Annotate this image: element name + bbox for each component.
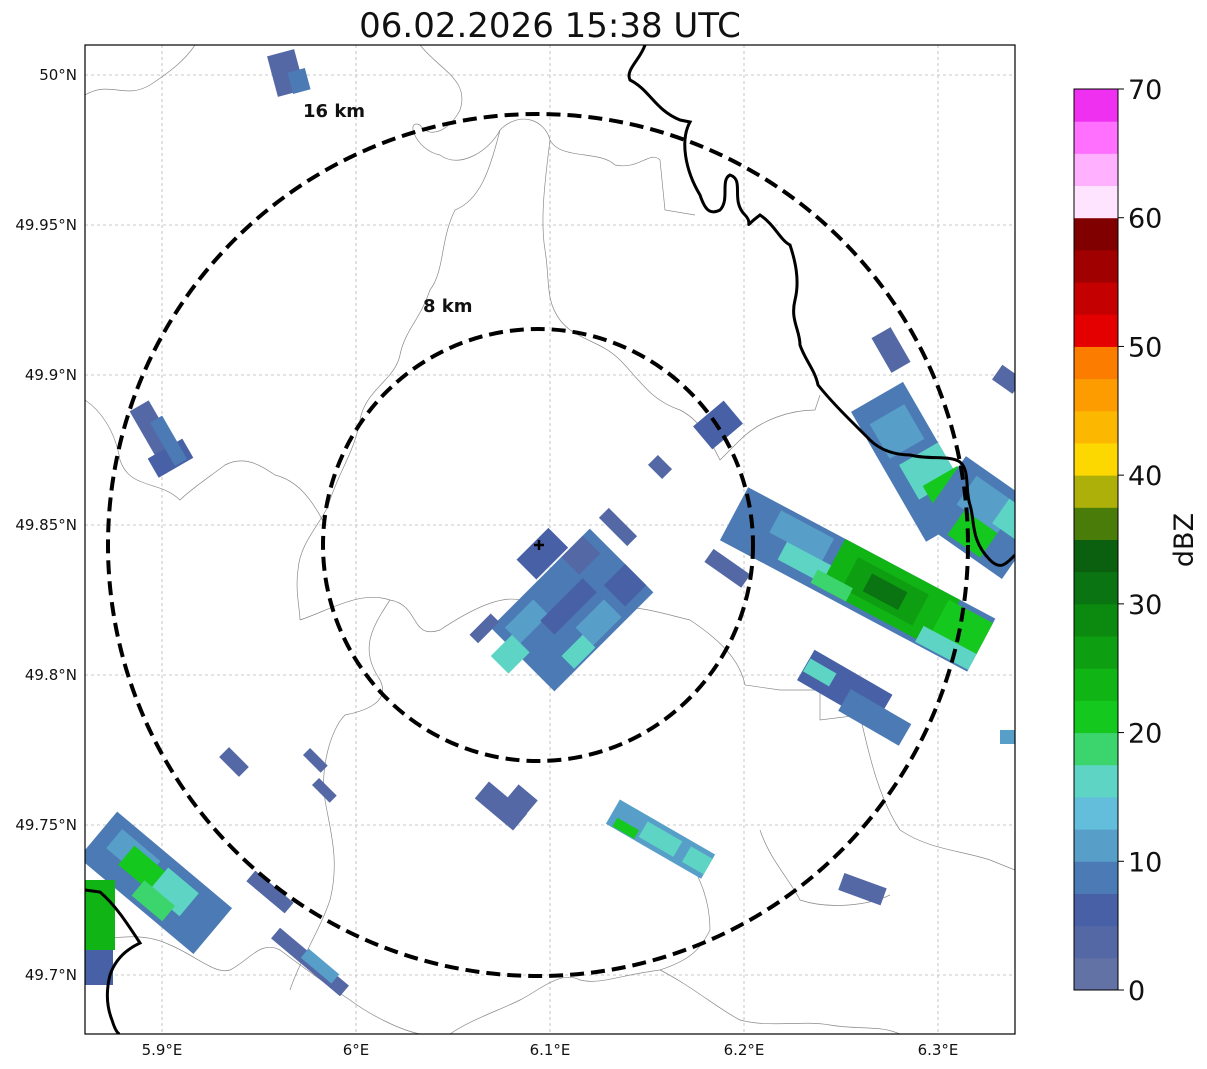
lat-tick: 49.95°N bbox=[15, 216, 77, 234]
colorbar-swatch bbox=[1074, 957, 1118, 991]
colorbar-swatch bbox=[1074, 668, 1118, 701]
colorbar-swatch bbox=[1074, 636, 1118, 669]
colorbar-swatch bbox=[1074, 442, 1118, 476]
colorbar-swatch bbox=[1074, 507, 1118, 540]
longitude-axis: 5.9°E 6°E 6.1°E 6.2°E 6.3°E bbox=[142, 1041, 959, 1059]
colorbar-swatches bbox=[1074, 89, 1118, 991]
colorbar-swatch bbox=[1074, 89, 1118, 122]
colorbar-swatch bbox=[1074, 539, 1118, 573]
colorbar-swatch bbox=[1074, 475, 1118, 508]
colorbar-swatch bbox=[1074, 153, 1118, 187]
admin-boundaries bbox=[85, 45, 1015, 1034]
colorbar-swatch bbox=[1074, 925, 1118, 959]
colorbar-swatch bbox=[1074, 861, 1118, 894]
colorbar: 0 10 20 30 40 50 60 70 dBZ bbox=[1073, 75, 1200, 1007]
radar-echoes bbox=[85, 49, 1015, 997]
colorbar-swatch bbox=[1074, 282, 1118, 315]
colorbar-tick-label: 0 bbox=[1128, 976, 1145, 1007]
latitude-axis: 50°N 49.95°N 49.9°N 49.85°N 49.8°N 49.75… bbox=[15, 66, 77, 984]
colorbar-frame bbox=[1073, 88, 1119, 991]
lat-tick: 49.75°N bbox=[15, 816, 77, 834]
colorbar-swatch bbox=[1074, 249, 1118, 283]
map-panel[interactable]: 16 km 8 km bbox=[79, 44, 1048, 1035]
colorbar-swatch bbox=[1074, 410, 1118, 444]
colorbar-tick-label: 10 bbox=[1128, 847, 1162, 878]
colorbar-tick-label: 50 bbox=[1128, 332, 1162, 363]
lat-tick: 49.85°N bbox=[15, 516, 77, 534]
range-ring-label-8km: 8 km bbox=[423, 296, 473, 317]
range-ring-16km bbox=[106, 112, 970, 978]
colorbar-tick-label: 70 bbox=[1128, 75, 1162, 106]
colorbar-tick-label: 20 bbox=[1128, 719, 1162, 750]
lon-tick: 6.1°E bbox=[530, 1041, 571, 1059]
colorbar-swatch bbox=[1074, 185, 1118, 219]
colorbar-tick-label: 30 bbox=[1128, 590, 1162, 621]
colorbar-tick-label: 40 bbox=[1128, 461, 1162, 492]
radar-site-marker bbox=[534, 540, 544, 550]
lon-tick: 6°E bbox=[343, 1041, 370, 1059]
lat-tick: 49.7°N bbox=[25, 966, 77, 984]
colorbar-swatch bbox=[1074, 893, 1118, 927]
lat-tick: 50°N bbox=[39, 66, 77, 84]
colorbar-label: dBZ bbox=[1169, 513, 1200, 567]
colorbar-swatch bbox=[1074, 217, 1118, 251]
range-rings bbox=[106, 112, 970, 978]
colorbar-swatch bbox=[1074, 796, 1118, 830]
colorbar-swatch bbox=[1074, 829, 1118, 862]
range-ring-8km bbox=[321, 327, 755, 763]
lon-tick: 5.9°E bbox=[142, 1041, 183, 1059]
lon-tick: 6.2°E bbox=[724, 1041, 765, 1059]
colorbar-swatch bbox=[1074, 603, 1118, 637]
figure-title: 06.02.2026 15:38 UTC bbox=[359, 6, 741, 46]
lon-tick: 6.3°E bbox=[918, 1041, 959, 1059]
colorbar-swatch bbox=[1074, 732, 1118, 766]
colorbar-swatch bbox=[1074, 346, 1118, 380]
colorbar-swatch bbox=[1074, 121, 1118, 154]
colorbar-tick-label: 60 bbox=[1128, 204, 1162, 235]
colorbar-swatch bbox=[1074, 764, 1118, 798]
lat-tick: 49.9°N bbox=[25, 366, 77, 384]
lat-tick: 49.8°N bbox=[25, 666, 77, 684]
colorbar-swatch bbox=[1074, 378, 1118, 412]
map-frame bbox=[84, 44, 1016, 1035]
colorbar-swatch bbox=[1074, 314, 1118, 347]
colorbar-swatch bbox=[1074, 571, 1118, 605]
colorbar-swatch bbox=[1074, 700, 1118, 734]
national-border bbox=[85, 45, 1015, 1034]
colorbar-ticks: 0 10 20 30 40 50 60 70 bbox=[1118, 75, 1162, 1007]
range-ring-label-16km: 16 km bbox=[303, 101, 365, 122]
